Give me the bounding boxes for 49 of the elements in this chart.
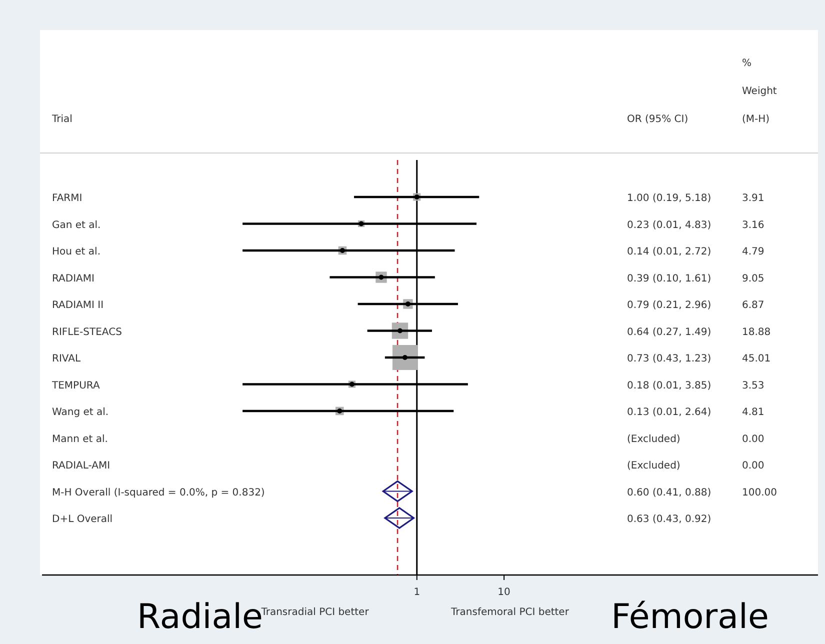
annotation: 4.81 xyxy=(742,407,764,418)
annotation: 18.88 xyxy=(742,326,771,338)
y-tick-label: TEMPURA xyxy=(51,380,100,392)
annotation: 3.53 xyxy=(742,380,764,392)
text: % xyxy=(742,58,752,69)
annotation: 0.14 (0.01, 2.72) xyxy=(627,246,712,258)
annotation: 0.18 (0.01, 3.85) xyxy=(627,380,712,392)
annotation: 0.00 xyxy=(742,460,764,472)
y-tick-label: FARMI xyxy=(52,193,82,204)
text: Transradial PCI better xyxy=(260,607,370,618)
annotation: 0.00 xyxy=(742,434,764,445)
text: Transfemoral PCI better xyxy=(450,607,570,618)
y-tick-label: RADIAMI II xyxy=(52,300,104,311)
y-tick-label: Mann et al. xyxy=(52,434,108,445)
annotation: 3.91 xyxy=(742,193,764,204)
text: Weight xyxy=(742,86,777,97)
annotation: 0.73 (0.43, 1.23) xyxy=(627,354,712,364)
y-tick-label: D+L Overall xyxy=(52,514,113,525)
annotation: 3.16 xyxy=(742,220,764,231)
text: Fémorale xyxy=(611,597,769,637)
annotation: 9.05 xyxy=(742,273,764,284)
annotation: 0.13 (0.01, 2.64) xyxy=(627,407,712,418)
annotation: 6.87 xyxy=(742,300,764,311)
y-tick-label: RADIAMI xyxy=(52,273,94,284)
x-tick-label: 1 xyxy=(414,587,420,598)
annotation: (Excluded) xyxy=(627,434,680,445)
annotation: 45.01 xyxy=(742,354,771,364)
text: OR (95% CI) xyxy=(627,114,688,125)
annotation: 0.79 (0.21, 2.96) xyxy=(627,300,712,311)
y-tick-label: M-H Overall (I-squared = 0.0%, p = 0.832) xyxy=(52,487,265,498)
annotation: 0.60 (0.41, 0.88) xyxy=(627,487,712,498)
text: (M-H) xyxy=(742,114,770,125)
annotation: 1.00 (0.19, 5.18) xyxy=(627,193,712,204)
annotation: 100.00 xyxy=(742,487,777,498)
y-tick-label: RIFLE-STEACS xyxy=(52,326,122,338)
annotation: 0.39 (0.10, 1.61) xyxy=(627,273,712,284)
x-tick-label: 10 xyxy=(498,587,510,598)
y-tick-label: Gan et al. xyxy=(52,220,101,231)
y-tick-label: RIVAL xyxy=(52,354,81,364)
y-tick-label: RADIAL-AMI xyxy=(52,460,110,472)
text: Trial xyxy=(51,114,72,125)
y-tick-label: Hou et al. xyxy=(52,246,100,258)
text: Radiale xyxy=(137,597,263,637)
annotation: (Excluded) xyxy=(627,460,680,472)
annotation: 4.79 xyxy=(742,246,764,258)
annotation: 0.23 (0.01, 4.83) xyxy=(627,220,712,231)
annotation: 0.63 (0.43, 0.92) xyxy=(627,514,712,525)
annotation: 0.64 (0.27, 1.49) xyxy=(627,326,712,338)
y-tick-label: Wang et al. xyxy=(52,407,109,418)
